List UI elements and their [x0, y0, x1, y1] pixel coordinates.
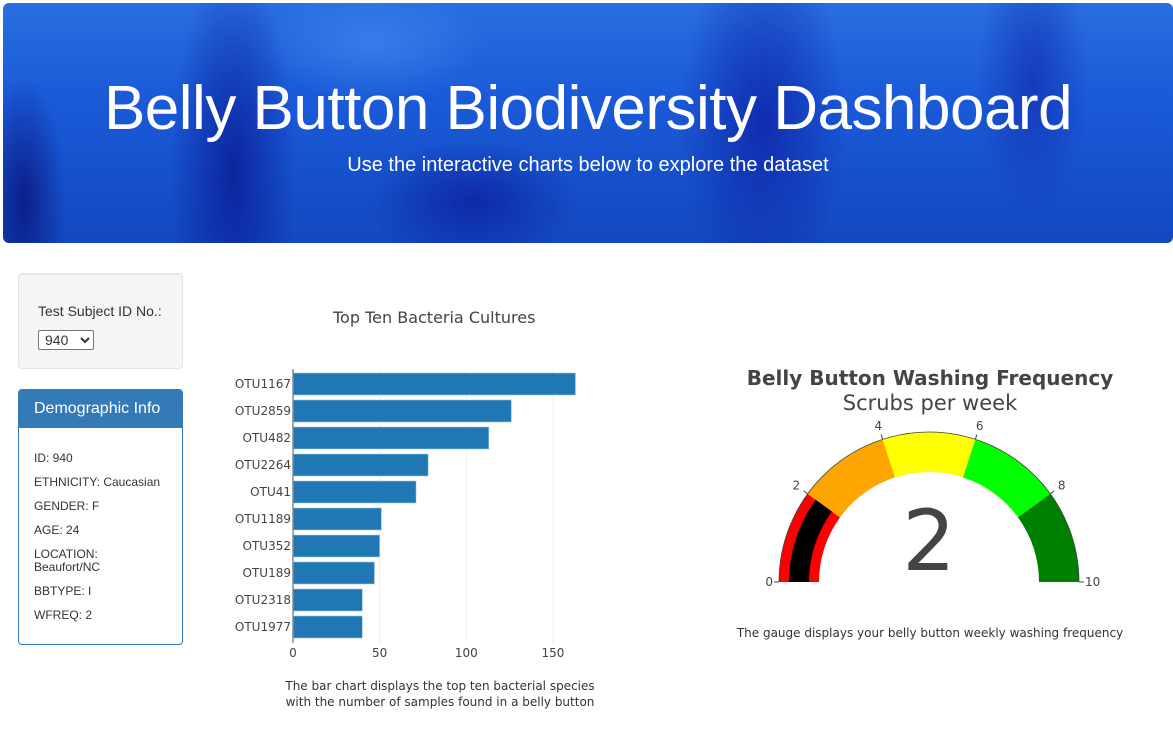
subject-selector-panel: Test Subject ID No.: 940 [18, 273, 183, 369]
bar-otu2859[interactable] [292, 399, 512, 423]
demographic-info-body: ID: 940 ETHNICITY: Caucasian GENDER: F A… [19, 428, 182, 622]
y-tick-label: OTU352 [243, 539, 291, 553]
gauge-value: 2 [902, 492, 955, 590]
bar-otu189[interactable] [292, 561, 375, 585]
gauge-tick-label: 0 [765, 575, 773, 589]
demo-gender: GENDER: F [34, 499, 100, 513]
bar-otu2318[interactable] [292, 588, 363, 612]
gauge-step-3 [962, 439, 1051, 518]
demo-age: AGE: 24 [34, 523, 80, 537]
subject-id-label: Test Subject ID No.: [38, 303, 162, 319]
y-tick-label: OTU2264 [235, 458, 291, 472]
gauge-tick-label: 2 [793, 479, 801, 493]
gauge-step-1 [807, 439, 896, 518]
gauge-note: The gauge displays your belly button wee… [736, 626, 1124, 640]
y-tick-label: OTU482 [243, 431, 291, 445]
x-tick-label: 150 [541, 646, 564, 660]
demo-wfreq: WFREQ: 2 [34, 608, 93, 622]
y-tick-label: OTU189 [243, 566, 291, 580]
gauge-tick [803, 490, 808, 495]
subject-id-dropdown[interactable]: 940 [38, 330, 94, 350]
y-tick-label: OTU2859 [235, 404, 291, 418]
bar-otu482[interactable] [292, 426, 490, 450]
demo-id: ID: 940 [34, 451, 73, 465]
page-subtitle: Use the interactive charts below to expl… [347, 154, 829, 176]
gauge-tick [880, 434, 884, 440]
gauge-subtitle: Scrubs per week [842, 391, 1018, 415]
page-title: Belly Button Biodiversity Dashboard [103, 74, 1073, 143]
gauge-value-bar [789, 499, 832, 582]
gauge-tick [974, 434, 978, 440]
demo-location: LOCATION: Beaufort/NC [34, 547, 101, 574]
gauge-tick-label: 10 [1085, 575, 1100, 589]
demographic-info-panel: Demographic Info ID: 940 ETHNICITY: Cauc… [18, 389, 183, 645]
gauge-step-4 [1017, 493, 1079, 582]
gauge-tick-label: 6 [976, 419, 984, 433]
y-tick-label: OTU1977 [235, 620, 291, 634]
bar-otu41[interactable] [292, 480, 417, 504]
y-tick-label: OTU41 [250, 485, 291, 499]
gauge-step-2 [882, 432, 976, 478]
x-tick-label: 0 [289, 646, 297, 660]
x-tick-label: 50 [372, 646, 387, 660]
y-tick-label: OTU1189 [235, 512, 291, 526]
bar-chart-note: The bar chart displays the top ten bacte… [270, 678, 610, 710]
x-tick-label: 100 [455, 646, 478, 660]
bar-chart[interactable]: 0 50 100 150 OTU1167 OTU2859 OTU482 OTU2264 OTU4… [220, 365, 600, 665]
gauge-chart[interactable]: 0 2 4 6 8 10 2 [740, 410, 1120, 600]
gauge-tick-label: 4 [875, 419, 883, 433]
bar-otu352[interactable] [292, 534, 380, 558]
bar-otu1167[interactable] [292, 372, 576, 396]
demo-bbtype: BBTYPE: I [34, 584, 92, 598]
gauge-outline [778, 431, 1080, 583]
bar-otu1189[interactable] [292, 507, 382, 531]
gauge-title: Belly Button Washing Frequency [746, 366, 1114, 390]
bar-otu2264[interactable] [292, 453, 429, 477]
y-tick-label: OTU1167 [235, 377, 291, 391]
y-tick-label: OTU2318 [235, 593, 291, 607]
bar-note-line1: The bar chart displays the top ten bacte… [285, 679, 595, 693]
header-banner: Belly Button Biodiversity Dashboard Use … [3, 3, 1173, 243]
gauge-tick-label: 8 [1058, 479, 1066, 493]
gauge-tick [1050, 490, 1055, 495]
demographic-info-title: Demographic Info [19, 390, 182, 428]
bar-note-line2: with the number of samples found in a be… [285, 695, 595, 709]
bar-otu1977[interactable] [292, 615, 363, 639]
bar-chart-title: Top Ten Bacteria Cultures [333, 308, 536, 327]
demo-ethnicity: ETHNICITY: Caucasian [34, 475, 161, 489]
